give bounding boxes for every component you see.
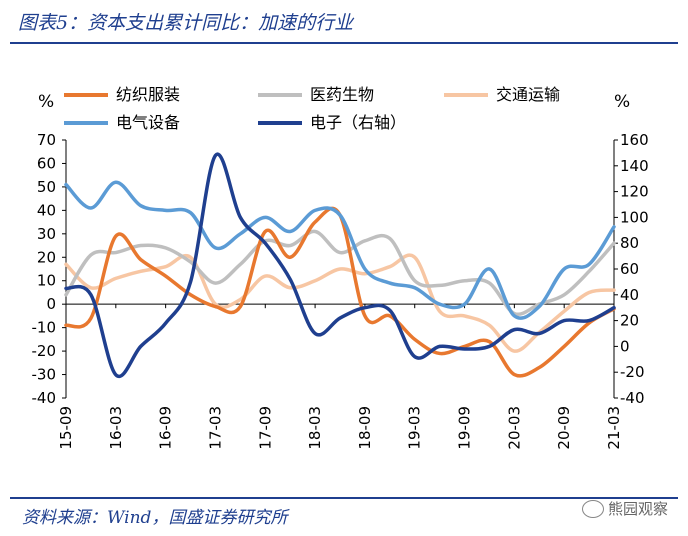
left-tick-label: 20 bbox=[37, 248, 56, 266]
series-line-1 bbox=[64, 206, 616, 378]
right-tick-label: -20 bbox=[620, 363, 645, 381]
right-tick-label: 40 bbox=[620, 286, 639, 304]
right-tick-label: 20 bbox=[620, 312, 639, 330]
x-tick-label: 17-09 bbox=[256, 406, 274, 450]
left-tick-label: 70 bbox=[37, 131, 56, 149]
left-tick-label: -40 bbox=[32, 389, 57, 407]
chart-title: 图表5：资本支出累计同比：加速的行业 bbox=[18, 12, 354, 34]
series-lines bbox=[64, 152, 616, 379]
x-tick-label: 19-03 bbox=[406, 406, 424, 450]
legend-label-2: 医药生物 bbox=[310, 85, 374, 104]
x-tick-label: 20-09 bbox=[555, 406, 573, 450]
watermark-text: 熊园观察 bbox=[607, 500, 668, 518]
right-axis-unit: % bbox=[614, 92, 630, 112]
left-tick-label: 50 bbox=[37, 178, 56, 196]
x-tick-label: 19-09 bbox=[456, 406, 474, 450]
source-rule bbox=[10, 497, 678, 499]
right-tick-label: 160 bbox=[620, 131, 649, 149]
legend-label-5: 电子（右轴） bbox=[310, 113, 406, 132]
left-tick-label: 60 bbox=[37, 154, 56, 172]
right-tick-label: 80 bbox=[620, 234, 639, 252]
left-tick-label: 40 bbox=[37, 201, 56, 219]
x-tick-label: 16-09 bbox=[157, 406, 175, 450]
watermark: 熊园观察 bbox=[581, 498, 668, 519]
left-tick-label: 30 bbox=[37, 225, 56, 243]
series-line-2 bbox=[64, 229, 616, 317]
left-tick-label: -10 bbox=[32, 319, 57, 337]
legend-label-4: 电气设备 bbox=[116, 113, 180, 132]
right-tick-label: 60 bbox=[620, 260, 639, 278]
x-tick-label: 15-09 bbox=[57, 406, 75, 450]
left-tick-label: 10 bbox=[37, 272, 56, 290]
x-tick-label: 21-03 bbox=[605, 406, 623, 450]
right-tick-label: 100 bbox=[620, 208, 649, 226]
left-tick-label: -20 bbox=[32, 342, 57, 360]
series-line-5 bbox=[64, 152, 616, 379]
source-note: 资料来源：Wind，国盛证券研究所 bbox=[22, 508, 288, 528]
line-chart: -40 -30 -20 -10 0 10 20 30 40 50 60 70 -40 -20 0 20 40 60… bbox=[32, 85, 649, 450]
x-tick-label: 17-03 bbox=[206, 406, 224, 450]
series-line-4 bbox=[64, 180, 616, 320]
right-tick-label: 140 bbox=[620, 157, 649, 175]
right-tick-label: -40 bbox=[620, 389, 645, 407]
left-axis-unit: % bbox=[38, 92, 54, 112]
title-rule bbox=[10, 42, 678, 44]
x-tick-label: 16-03 bbox=[107, 406, 125, 450]
x-tick-label: 18-03 bbox=[306, 406, 324, 450]
right-tick-label: 0 bbox=[620, 337, 630, 355]
tick-labels: -40 -30 -20 -10 0 10 20 30 40 50 60 70 -40 -20 0 20 40 60… bbox=[32, 131, 649, 450]
x-tick-label: 18-09 bbox=[356, 406, 374, 450]
left-tick-label: 0 bbox=[46, 295, 56, 313]
series-line-3 bbox=[64, 253, 616, 353]
wechat-icon bbox=[581, 499, 604, 518]
legend-label-1: 纺织服装 bbox=[116, 85, 180, 104]
legend-label-3: 交通运输 bbox=[496, 85, 560, 104]
x-tick-label: 20-03 bbox=[505, 406, 523, 450]
right-tick-label: 120 bbox=[620, 183, 649, 201]
left-tick-label: -30 bbox=[32, 366, 57, 384]
